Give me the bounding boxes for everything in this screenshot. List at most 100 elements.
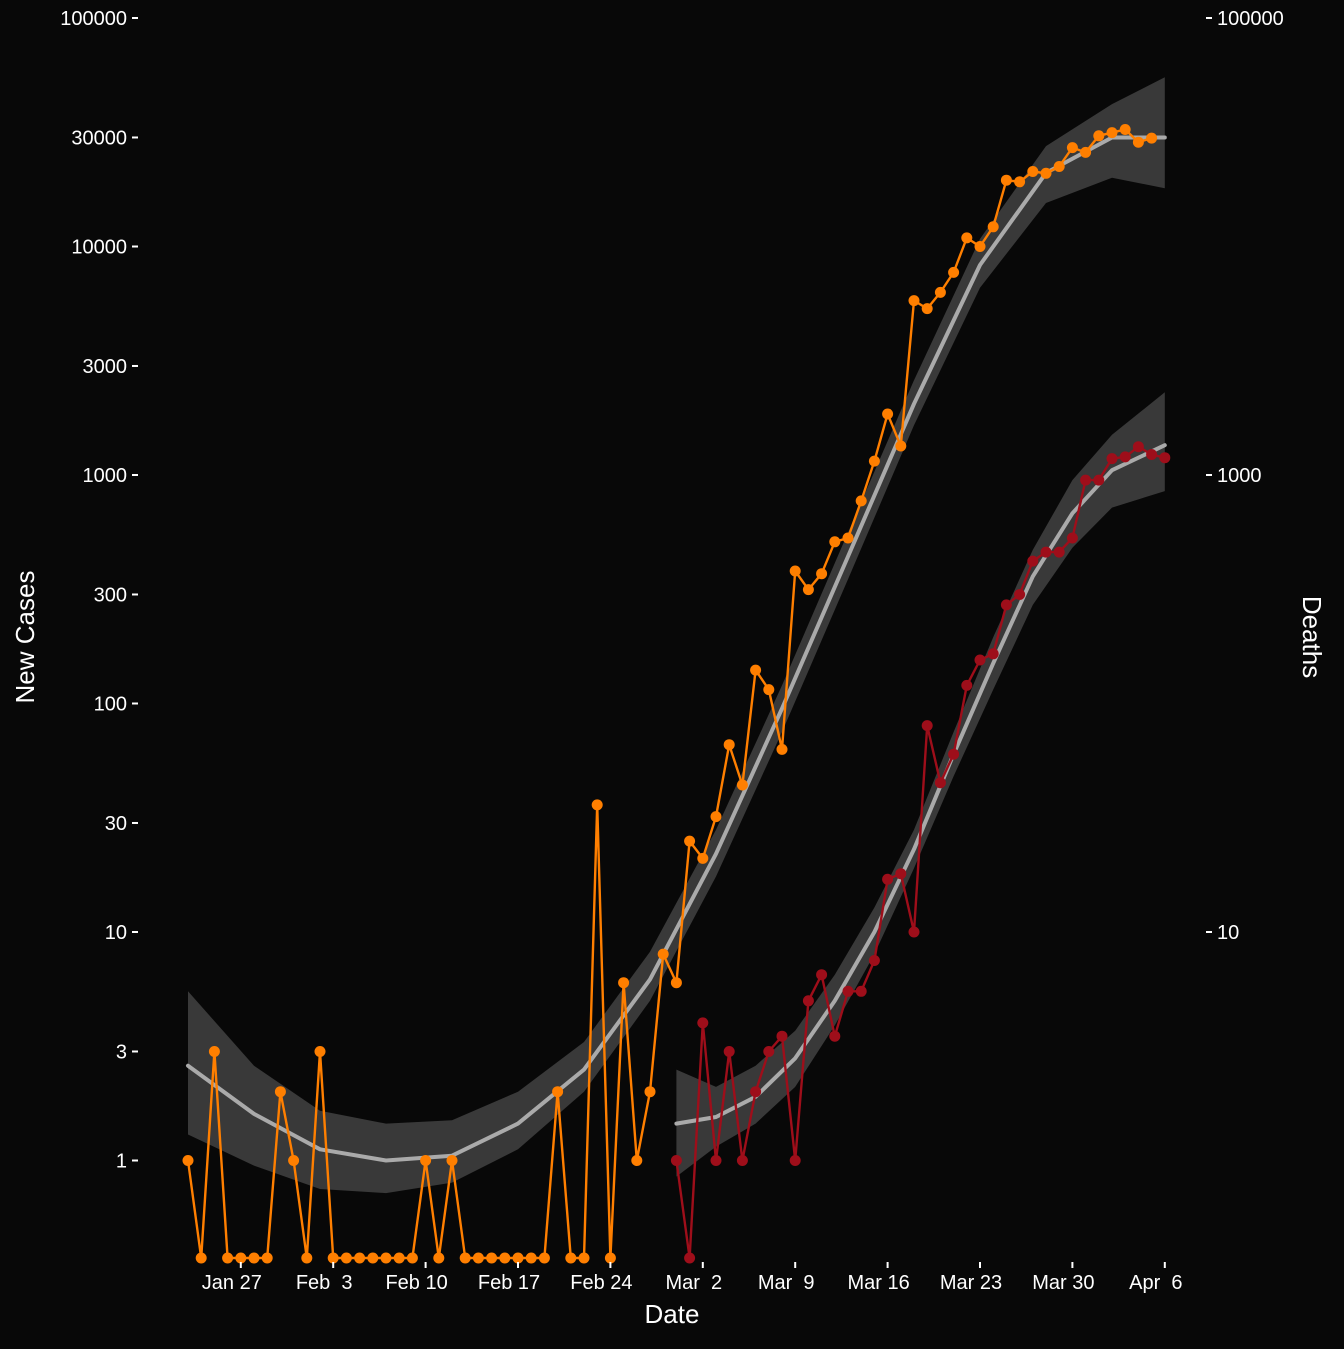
smooth-fit-layer — [186, 135, 1167, 1163]
y-left-tick-label: 3 — [116, 1041, 127, 1063]
data-point-cases-60 — [974, 241, 986, 252]
series-line-cases — [186, 128, 1152, 1260]
data-point-deaths-0 — [670, 1155, 682, 1166]
data-point-cases-20 — [446, 1155, 458, 1166]
y-right-tick-label: 100000 — [1217, 8, 1284, 30]
data-point-cases-69 — [1093, 130, 1105, 142]
x-tick-label: Feb 24 — [570, 1272, 632, 1294]
y-left-tick-label: 1 — [116, 1151, 127, 1173]
data-point-cases-3 — [222, 1252, 234, 1264]
data-point-cases-14 — [367, 1252, 379, 1264]
x-tick-label: Feb 17 — [478, 1272, 540, 1294]
data-point-cases-6 — [261, 1252, 273, 1264]
data-point-cases-5 — [248, 1252, 260, 1264]
data-point-cases-47 — [802, 584, 814, 596]
data-point-deaths-21 — [948, 748, 960, 760]
x-tick-label: Mar 30 — [1032, 1272, 1094, 1294]
data-point-cases-2 — [208, 1046, 220, 1057]
data-point-deaths-2 — [697, 1017, 709, 1029]
data-point-cases-28 — [552, 1086, 564, 1098]
data-point-cases-55 — [908, 295, 920, 307]
axes-layer: 100000 30000 10000 3000 1000 300 100 30 10 3 1 1000… — [60, 8, 1284, 1294]
data-point-cases-36 — [657, 948, 669, 960]
data-point-deaths-19 — [921, 720, 933, 732]
data-point-cases-56 — [921, 303, 933, 315]
data-point-deaths-31 — [1080, 474, 1092, 486]
data-point-cases-72 — [1132, 136, 1144, 148]
data-point-cases-39 — [697, 852, 709, 864]
data-point-deaths-14 — [855, 985, 867, 997]
x-tick-label: Apr 6 — [1129, 1272, 1182, 1294]
data-point-cases-44 — [763, 684, 775, 696]
data-point-deaths-32 — [1093, 474, 1105, 486]
data-point-deaths-33 — [1106, 453, 1118, 465]
data-point-deaths-27 — [1027, 555, 1039, 567]
data-point-cases-58 — [948, 266, 960, 278]
data-point-cases-34 — [631, 1155, 643, 1166]
data-point-cases-52 — [868, 455, 880, 467]
data-point-deaths-3 — [710, 1155, 722, 1166]
data-point-cases-17 — [406, 1252, 418, 1264]
data-point-deaths-23 — [974, 654, 986, 666]
data-point-cases-51 — [855, 495, 867, 507]
data-point-deaths-4 — [723, 1046, 735, 1057]
data-point-cases-66 — [1053, 161, 1065, 172]
x-tick-label: Mar 9 — [758, 1272, 815, 1294]
y-right-tick-label: 1000 — [1217, 465, 1262, 487]
data-point-cases-22 — [472, 1252, 484, 1264]
data-point-deaths-15 — [868, 955, 880, 966]
y-left-tick-label: 300 — [94, 584, 127, 606]
data-point-deaths-35 — [1132, 441, 1144, 453]
data-point-deaths-13 — [842, 985, 854, 997]
y-left-tick-label: 100 — [94, 694, 127, 716]
confidence-band-cases — [188, 77, 1165, 1194]
y-left-tick-label: 100000 — [60, 8, 127, 30]
data-point-cases-13 — [354, 1252, 366, 1264]
data-point-cases-61 — [987, 221, 999, 233]
data-point-cases-8 — [288, 1155, 300, 1166]
data-point-cases-25 — [512, 1252, 524, 1264]
x-tick-label: Feb 10 — [385, 1272, 447, 1294]
smooth-fit-line-cases — [186, 135, 1167, 1163]
confidence-band-deaths — [676, 392, 1165, 1177]
data-point-cases-12 — [340, 1252, 352, 1264]
x-axis-title: Date — [645, 1299, 700, 1329]
data-point-cases-42 — [736, 779, 748, 791]
data-point-cases-9 — [301, 1252, 313, 1264]
x-tick-label: Jan 27 — [202, 1272, 262, 1294]
data-point-deaths-22 — [961, 679, 973, 691]
data-point-deaths-18 — [908, 926, 920, 938]
data-point-deaths-9 — [789, 1155, 801, 1166]
data-point-deaths-29 — [1053, 546, 1065, 558]
y-left-tick-label: 10 — [105, 922, 127, 944]
data-point-cases-31 — [591, 799, 603, 811]
data-point-deaths-30 — [1066, 532, 1078, 544]
data-point-cases-43 — [750, 664, 762, 676]
data-point-cases-7 — [274, 1086, 286, 1098]
data-point-deaths-25 — [1000, 599, 1012, 611]
data-point-deaths-12 — [829, 1030, 841, 1042]
data-point-deaths-20 — [934, 777, 946, 789]
x-tick-label: Mar 2 — [665, 1272, 722, 1294]
y-right-tick-label: 10 — [1217, 922, 1239, 944]
data-point-deaths-17 — [895, 868, 907, 880]
data-point-cases-54 — [895, 440, 907, 452]
data-point-deaths-28 — [1040, 546, 1052, 558]
data-point-cases-24 — [499, 1252, 511, 1264]
data-point-cases-0 — [182, 1155, 194, 1166]
data-point-cases-4 — [235, 1252, 247, 1264]
data-point-cases-18 — [420, 1155, 432, 1166]
data-point-cases-41 — [723, 739, 735, 751]
data-point-cases-45 — [776, 743, 788, 755]
data-point-deaths-1 — [684, 1252, 696, 1264]
x-tick-label: Mar 23 — [940, 1272, 1002, 1294]
data-point-cases-57 — [934, 286, 946, 298]
data-point-deaths-5 — [736, 1155, 748, 1166]
data-point-cases-15 — [380, 1252, 392, 1264]
data-point-cases-49 — [829, 536, 841, 548]
data-point-cases-1 — [195, 1252, 207, 1264]
data-point-cases-48 — [816, 568, 828, 580]
data-point-cases-11 — [327, 1252, 339, 1264]
data-point-deaths-24 — [987, 648, 999, 660]
